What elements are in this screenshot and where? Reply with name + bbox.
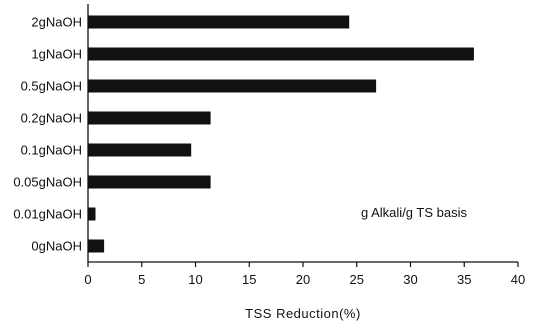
bars-group bbox=[88, 15, 474, 253]
bar-0.1gNaOH bbox=[88, 143, 192, 157]
category-label: 0.05gNaOH bbox=[13, 175, 82, 190]
x-tick-label: 40 bbox=[511, 272, 525, 287]
category-label: 0.2gNaOH bbox=[21, 111, 82, 126]
category-label: 0.1gNaOH bbox=[21, 143, 82, 158]
x-ticks: 0 5 10 15 20 25 30 35 40 bbox=[84, 262, 525, 287]
x-tick-label: 30 bbox=[403, 272, 417, 287]
bar-1gNaOH bbox=[88, 47, 474, 61]
bar-0.2gNaOH bbox=[88, 111, 211, 125]
category-label: 1gNaOH bbox=[31, 47, 82, 62]
x-tick-label: 35 bbox=[457, 272, 471, 287]
x-tick-label: 5 bbox=[138, 272, 145, 287]
bar-0.01gNaOH bbox=[88, 207, 96, 221]
category-label: 0gNaOH bbox=[31, 239, 82, 254]
x-tick-label: 15 bbox=[242, 272, 256, 287]
category-label: 0.5gNaOH bbox=[21, 79, 82, 94]
bar-0.5gNaOH bbox=[88, 79, 377, 93]
x-tick-label: 0 bbox=[84, 272, 91, 287]
category-label: 2gNaOH bbox=[31, 15, 82, 30]
x-tick-label: 25 bbox=[350, 272, 364, 287]
bar-2gNaOH bbox=[88, 15, 350, 29]
category-label: 0.01gNaOH bbox=[13, 207, 82, 222]
x-tick-label: 10 bbox=[188, 272, 202, 287]
category-labels: 2gNaOH 1gNaOH 0.5gNaOH 0.2gNaOH 0.1gNaOH 0.05… bbox=[13, 15, 82, 254]
x-axis-title: TSS Reduction(%) bbox=[245, 306, 361, 321]
bar-0.05gNaOH bbox=[88, 175, 211, 189]
x-tick-label: 20 bbox=[296, 272, 310, 287]
bar-0gNaOH bbox=[88, 239, 105, 253]
annotation-label: g Alkali/g TS basis bbox=[361, 205, 467, 220]
